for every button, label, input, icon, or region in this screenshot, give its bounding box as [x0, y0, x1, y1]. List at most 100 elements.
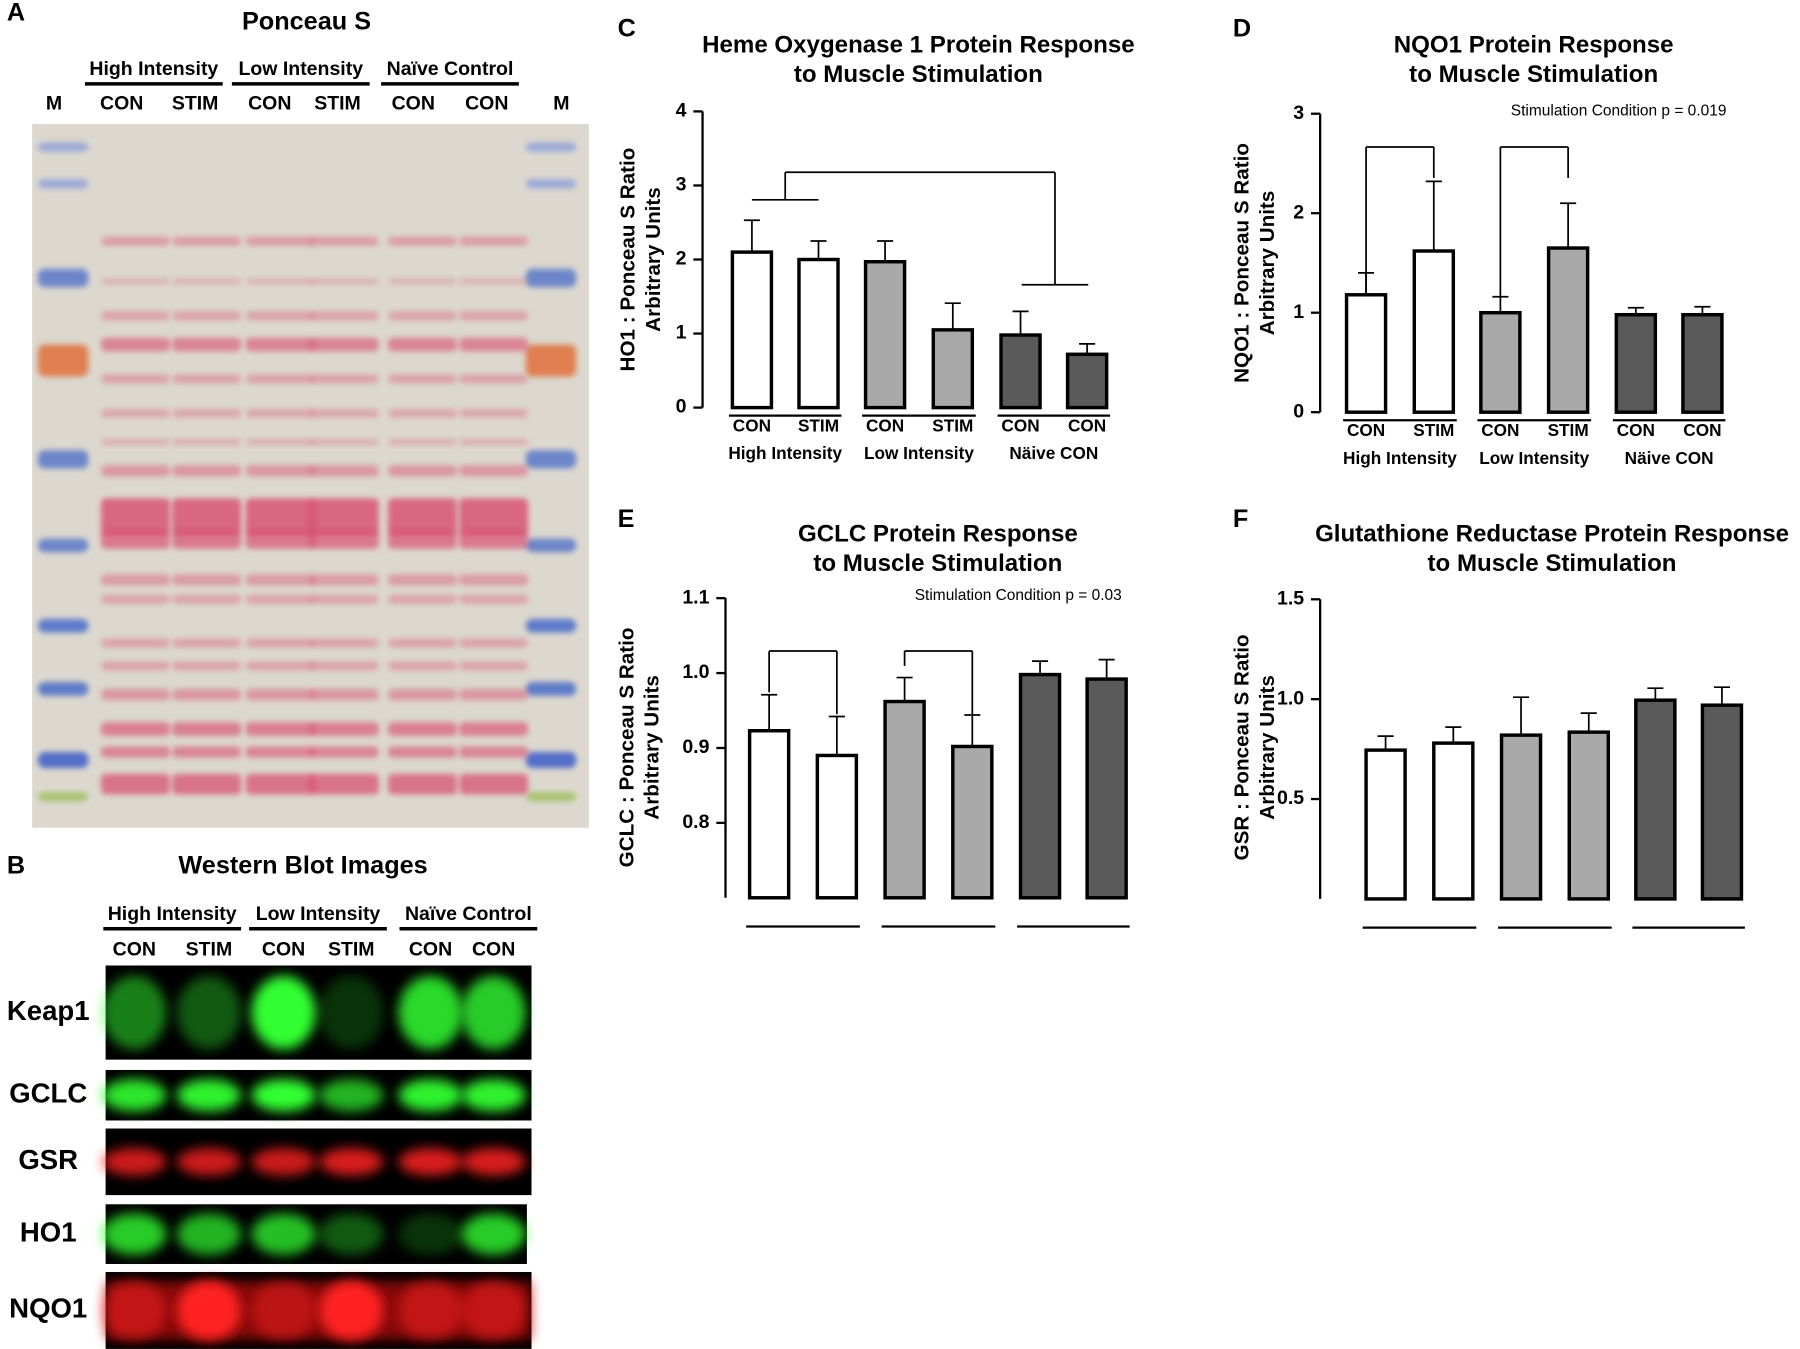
blot-band [461, 975, 526, 1050]
error-bar [743, 219, 760, 253]
blot-band [102, 1079, 167, 1112]
protein-band [388, 638, 457, 648]
protein-band [459, 688, 529, 701]
group-label: High Intensity [108, 903, 237, 925]
chart-title: NQO1 Protein Response [1394, 31, 1674, 58]
group-label: High Intensity [1343, 448, 1457, 468]
blot-band [176, 975, 242, 1050]
protein-band [172, 277, 242, 285]
bar [815, 753, 859, 900]
protein-band [245, 638, 315, 648]
bar [797, 257, 840, 410]
protein-band [101, 498, 170, 536]
protein-band [101, 594, 170, 604]
y-tick-label: 1.0 [682, 661, 709, 683]
protein-band [101, 236, 170, 246]
protein-band [388, 438, 457, 446]
blot-band [319, 1148, 384, 1176]
bar [1614, 312, 1658, 414]
protein-band [459, 438, 529, 446]
protein-band [245, 498, 315, 536]
bar [883, 699, 926, 900]
protein-band [101, 746, 170, 758]
protein-band [459, 638, 529, 648]
marker-band [37, 751, 89, 769]
x-tick-label: CON [1068, 416, 1106, 436]
protein-band [101, 374, 170, 384]
protein-band [459, 337, 529, 352]
protein-band [388, 311, 457, 321]
blot-band [102, 975, 167, 1050]
error-bar [1445, 726, 1462, 744]
group-label: Low Intensity [256, 903, 381, 925]
x-tick-label: CON [1347, 420, 1385, 440]
lane-label: CON [465, 93, 508, 115]
marker-band [525, 618, 577, 633]
bar [999, 333, 1042, 410]
blot-band [102, 1148, 167, 1176]
protein-band [101, 530, 170, 549]
blot-band [319, 1079, 384, 1112]
group-label: Näive CON [1009, 443, 1098, 463]
blot-band [398, 1148, 463, 1176]
marker-band [525, 268, 577, 288]
error-bar [877, 240, 894, 262]
protein-band [101, 438, 170, 446]
protein-band [172, 530, 242, 549]
protein-band [172, 688, 242, 701]
protein-band [388, 337, 457, 352]
y-tick-label: 3 [1293, 102, 1304, 124]
error-bar [1694, 305, 1711, 315]
protein-band [101, 661, 170, 671]
lane-label: M [553, 93, 569, 115]
protein-band [172, 337, 242, 352]
chart-title: to Muscle Stimulation [813, 550, 1062, 577]
x-tick-label: CON [1001, 416, 1039, 436]
protein-band [309, 374, 379, 384]
annotation: Stimulation Condition p = 0.03 [915, 587, 1122, 604]
protein-band [459, 746, 529, 758]
chart-title: GCLC Protein Response [798, 520, 1078, 547]
protein-band [309, 661, 379, 671]
lane-label: STIM [314, 93, 361, 115]
error-bar [1032, 660, 1049, 675]
protein-band [388, 574, 457, 586]
error-bar [828, 715, 845, 756]
blot-band [461, 1148, 526, 1176]
error-bar [761, 693, 778, 731]
y-tick-label: 0.5 [1277, 787, 1304, 809]
protein-band [245, 722, 315, 736]
blot-band [251, 1213, 316, 1255]
protein-band [172, 746, 242, 758]
protein-band [459, 236, 529, 246]
protein-band [309, 408, 379, 418]
y-axis-title: GSR : Ponceau S Ratio [1231, 634, 1254, 860]
y-tick-label: 0.8 [682, 811, 709, 833]
blot-band [398, 1079, 463, 1112]
protein-band [172, 661, 242, 671]
protein-band [388, 530, 457, 549]
marker-band [37, 179, 89, 189]
error-bar [1580, 712, 1597, 733]
y-axis-title: Arbitrary Units [1256, 191, 1279, 336]
y-tick-label: 3 [676, 174, 687, 196]
group-label: Naïve Control [405, 903, 532, 925]
marker-band [525, 681, 577, 696]
marker-band [37, 792, 89, 802]
protein-band [309, 311, 379, 321]
bar [1065, 352, 1109, 410]
protein-band [172, 638, 242, 648]
protein-band [388, 688, 457, 701]
blot-band [251, 1079, 316, 1112]
y-tick-label: 0 [1293, 400, 1304, 422]
error-bar [1425, 180, 1442, 252]
group-label: Low Intensity [1479, 448, 1589, 468]
chart-title: to Muscle Stimulation [1428, 550, 1677, 577]
y-axis-title: Arbitrary Units [642, 187, 665, 332]
protein-band [459, 594, 529, 604]
bar [863, 260, 907, 410]
x-tick-label: STIM [1413, 420, 1454, 440]
protein-band [309, 438, 379, 446]
protein-band [459, 661, 529, 671]
